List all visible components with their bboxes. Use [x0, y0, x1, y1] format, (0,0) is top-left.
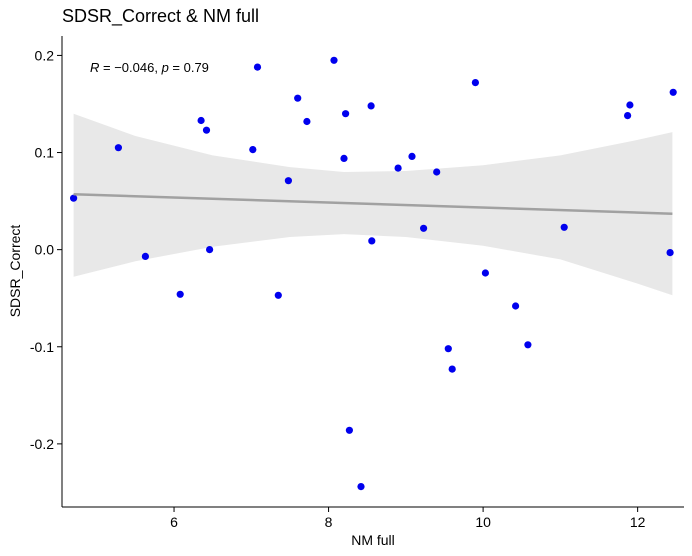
data-point-32 [624, 112, 632, 120]
data-point-12 [294, 94, 302, 102]
data-point-30 [524, 341, 532, 349]
data-point-16 [342, 110, 350, 118]
y-tick-label: 0.0 [35, 242, 55, 258]
data-point-8 [249, 146, 257, 154]
y-axis-title: SDSR_Correct [7, 225, 23, 318]
data-point-34 [666, 249, 674, 257]
data-point-26 [448, 365, 456, 373]
x-tick-label: 10 [475, 514, 491, 530]
data-point-4 [176, 290, 184, 298]
x-tick-label: 8 [325, 514, 333, 530]
x-axis-title: NM full [351, 532, 395, 548]
data-point-5 [197, 116, 205, 125]
data-point-20 [368, 237, 376, 245]
p-value: = 0.79 [169, 60, 209, 75]
data-point-31 [560, 223, 568, 231]
correlation-annotation: R = −0.046, p = 0.79 [90, 60, 209, 75]
data-point-13 [303, 117, 311, 126]
y-tick-label: -0.1 [30, 339, 54, 355]
plot-area [70, 56, 677, 491]
data-point-3 [141, 252, 149, 260]
data-point-19 [367, 102, 375, 110]
y-tick-label: -0.2 [30, 436, 54, 452]
data-point-10 [274, 291, 282, 299]
data-point-11 [284, 177, 292, 185]
data-point-2 [114, 144, 122, 152]
data-point-15 [340, 154, 348, 162]
p-symbol: p [161, 60, 169, 75]
y-tick-label: 0.2 [35, 47, 55, 63]
x-tick-label: 6 [170, 514, 178, 530]
data-point-7 [206, 246, 214, 254]
regression-line [73, 193, 673, 215]
r-symbol: R [90, 60, 99, 75]
data-point-24 [433, 168, 441, 176]
x-tick-label: 12 [630, 514, 646, 530]
data-point-17 [345, 426, 353, 434]
data-point-18 [357, 483, 365, 491]
r-value: = −0.046, [99, 60, 161, 75]
chart-title: SDSR_Correct & NM full [62, 6, 259, 27]
y-tick-label: 0.1 [35, 145, 55, 161]
data-point-33 [626, 101, 634, 109]
data-point-23 [420, 224, 428, 232]
data-point-14 [330, 56, 338, 64]
data-point-9 [253, 63, 262, 71]
axes: -0.2 -0.1 0.0 0.1 0.2 6 8 10 12 [30, 36, 684, 530]
data-point-35 [669, 88, 677, 96]
data-point-22 [408, 152, 416, 160]
data-point-25 [444, 345, 452, 353]
data-point-1 [70, 194, 78, 202]
data-point-28 [481, 269, 489, 277]
data-point-21 [394, 164, 402, 172]
data-point-29 [511, 302, 520, 310]
data-point-27 [471, 79, 479, 87]
data-point-6 [202, 126, 211, 134]
